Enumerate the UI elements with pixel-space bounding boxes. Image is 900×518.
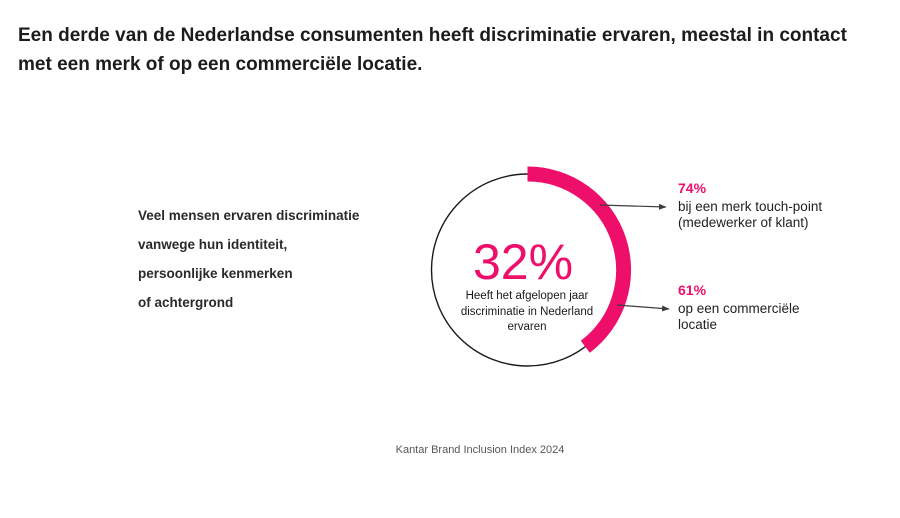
callout-brand-touchpoint-value: 74% bbox=[678, 180, 707, 196]
highlight-arc bbox=[527, 166, 632, 353]
chart-center-value: 32% bbox=[472, 234, 574, 290]
page-title: Een derde van de Nederlandse consumenten… bbox=[18, 25, 847, 75]
left-note-text: Veel mensen ervaren discriminatie vanweg… bbox=[138, 208, 360, 310]
callout-connector-bottom bbox=[616, 304, 670, 312]
callout-brand-touchpoint: 74% bij een merk touch-point (medewerker… bbox=[678, 180, 878, 231]
donut-chart bbox=[430, 166, 670, 367]
callout-commercial-location: 61% op een commerciële locatie bbox=[678, 282, 878, 333]
callout-brand-touchpoint-label: bij een merk touch-point (medewerker of … bbox=[678, 199, 823, 230]
chart-center-label: Heeft het afgelopen jaar discriminatie i… bbox=[460, 290, 594, 333]
callout-commercial-location-value: 61% bbox=[678, 282, 707, 298]
source-note: Kantar Brand Inclusion Index 2024 bbox=[395, 444, 565, 456]
callout-commercial-location-label: op een commerciële locatie bbox=[678, 301, 800, 332]
callout-connector-top bbox=[599, 203, 667, 210]
